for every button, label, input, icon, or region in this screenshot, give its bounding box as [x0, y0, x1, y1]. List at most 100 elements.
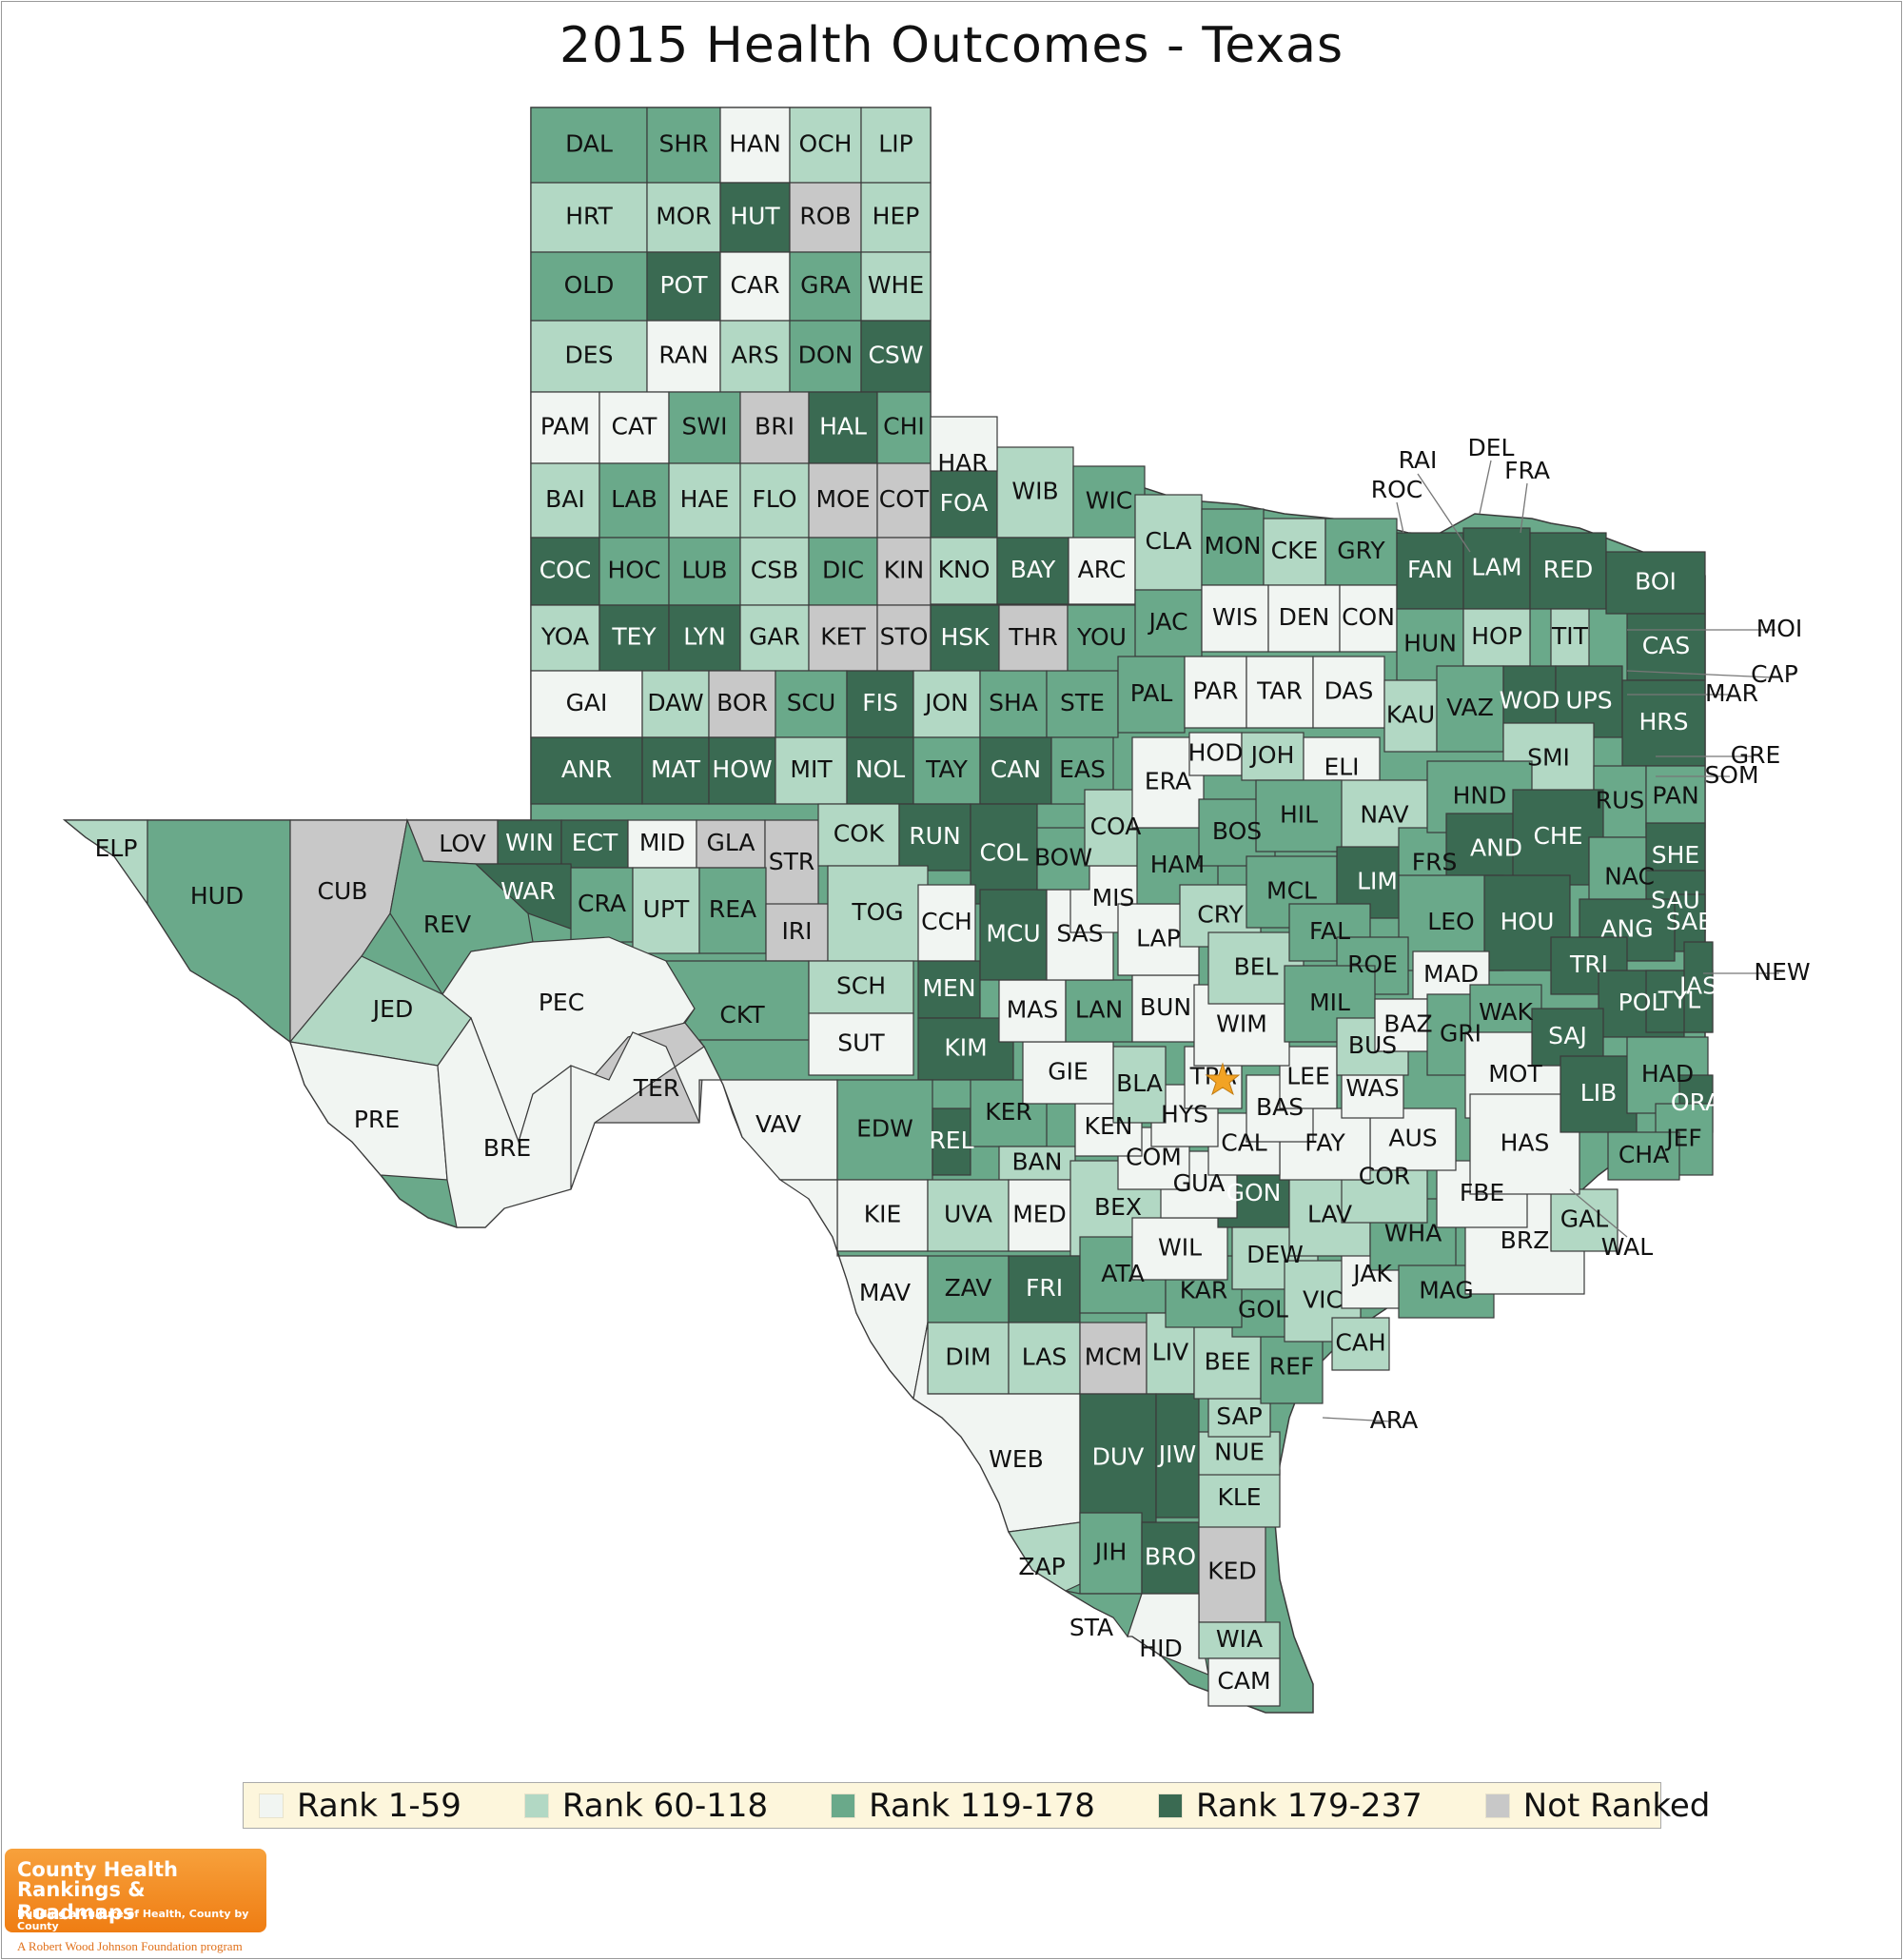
county-label-den: DEN: [1279, 603, 1330, 631]
legend-swatch-r4: [1157, 1793, 1183, 1818]
county-label-bun: BUN: [1140, 993, 1191, 1021]
county-label-gol: GOL: [1238, 1296, 1288, 1323]
county-label-hrt: HRT: [565, 203, 613, 230]
county-label-gua: GUA: [1173, 1169, 1226, 1197]
county-label-hil: HIL: [1280, 801, 1318, 829]
county-how: [708, 736, 776, 805]
county-cok: [817, 803, 900, 867]
county-label-bro: BRO: [1145, 1543, 1196, 1571]
county-chi: [876, 391, 932, 464]
county-jac: [1134, 589, 1203, 657]
county-label-mot: MOT: [1488, 1060, 1542, 1088]
county-fay: [1279, 1107, 1371, 1181]
county-label-han: HAN: [729, 130, 781, 158]
county-bay: [996, 537, 1069, 605]
county-label-hrs: HRS: [1638, 708, 1688, 735]
county-cra: [570, 867, 634, 943]
county-label-anr: ANR: [561, 755, 612, 783]
county-bai: [530, 462, 600, 539]
county-har: [930, 416, 998, 472]
county-label-fbe: FBE: [1460, 1179, 1504, 1206]
county-label-fra: FRA: [1504, 457, 1550, 484]
county-label-pot: POT: [659, 271, 708, 299]
county-label-gla: GLA: [707, 829, 755, 856]
map-title: 2015 Health Outcomes - Texas: [559, 17, 1344, 74]
county-wia: [1198, 1621, 1281, 1659]
county-don: [789, 320, 862, 393]
county-label-sas: SAS: [1056, 920, 1103, 948]
county-lan: [1065, 979, 1133, 1043]
county-label-nav: NAV: [1360, 801, 1408, 829]
county-label-scu: SCU: [787, 689, 836, 716]
logo-line-2: Rankings & Roadmaps: [17, 1878, 146, 1924]
county-label-ham: HAM: [1150, 851, 1205, 878]
county-label-bos: BOS: [1212, 817, 1262, 845]
leader-line-rai: [1417, 473, 1471, 553]
county-label-elp: ELP: [95, 834, 138, 862]
county-can: [979, 736, 1052, 805]
county-label-mcm: MCM: [1085, 1343, 1143, 1371]
county-label-can: CAN: [991, 755, 1041, 783]
county-vaz: [1436, 665, 1504, 753]
county-che: [1512, 789, 1604, 886]
county-label-jac: JAC: [1147, 608, 1187, 636]
legend-item-nr: Not Ranked: [1484, 1787, 1710, 1825]
county-label-was: WAS: [1345, 1074, 1399, 1102]
legend-swatch-r2: [523, 1793, 549, 1818]
county-label-hod: HOD: [1188, 739, 1244, 767]
county-label-har: HAR: [937, 449, 988, 477]
county-label-bai: BAI: [545, 485, 585, 513]
county-str: [764, 819, 819, 907]
county-duv: [1079, 1393, 1157, 1523]
county-label-hsk: HSK: [940, 623, 990, 651]
county-label-mav: MAV: [859, 1279, 911, 1306]
county-label-lav: LAV: [1307, 1201, 1352, 1228]
county-label-hnd: HND: [1453, 782, 1507, 810]
county-label-ata: ATA: [1101, 1260, 1145, 1287]
county-label-jas: JAS: [1677, 972, 1717, 1000]
leader-line-del: [1479, 460, 1492, 515]
county-label-kie: KIE: [864, 1201, 902, 1228]
county-label-wak: WAK: [1479, 998, 1533, 1026]
county-label-ect: ECT: [572, 829, 618, 856]
county-nue: [1198, 1431, 1281, 1476]
county-label-coc: COC: [540, 557, 592, 584]
county-gie: [1022, 1041, 1114, 1105]
county-label-uva: UVA: [944, 1201, 992, 1228]
county-kau: [1383, 679, 1438, 753]
county-bri: [739, 391, 810, 464]
county-label-com: COM: [1126, 1144, 1182, 1171]
county-label-brz: BRZ: [1501, 1226, 1550, 1254]
county-label-gre: GRE: [1731, 741, 1781, 769]
county-con: [1339, 584, 1398, 653]
county-label-leo: LEO: [1427, 908, 1474, 935]
county-lab: [598, 462, 670, 539]
county-label-pam: PAM: [540, 413, 590, 441]
county-mit: [775, 736, 848, 805]
county-label-dew: DEW: [1246, 1241, 1304, 1268]
county-label-tog: TOG: [851, 898, 903, 926]
county-flo: [739, 462, 810, 539]
county-pam: [530, 391, 600, 464]
county-car: [719, 251, 791, 322]
county-label-mcl: MCL: [1266, 877, 1317, 905]
county-label-kin: KIN: [884, 557, 924, 584]
county-label-tri: TRI: [1569, 951, 1608, 978]
county-label-rob: ROB: [799, 203, 851, 230]
county-col: [970, 803, 1038, 905]
legend-label-r3: Rank 119-178: [869, 1786, 1095, 1825]
county-mav: [778, 1179, 929, 1401]
county-boi: [1605, 551, 1706, 615]
county-label-lee: LEE: [1286, 1063, 1330, 1090]
county-hep: [860, 182, 932, 253]
county-label-gie: GIE: [1048, 1058, 1089, 1086]
county-label-wia: WIA: [1216, 1625, 1263, 1653]
county-jiw: [1155, 1393, 1200, 1519]
county-label-run: RUN: [909, 822, 960, 850]
county-label-saj: SAJ: [1548, 1022, 1587, 1049]
county-label-csw: CSW: [868, 342, 923, 369]
county-label-wha: WHA: [1384, 1220, 1442, 1247]
county-label-web: WEB: [989, 1445, 1044, 1473]
county-rel: [932, 1107, 971, 1176]
